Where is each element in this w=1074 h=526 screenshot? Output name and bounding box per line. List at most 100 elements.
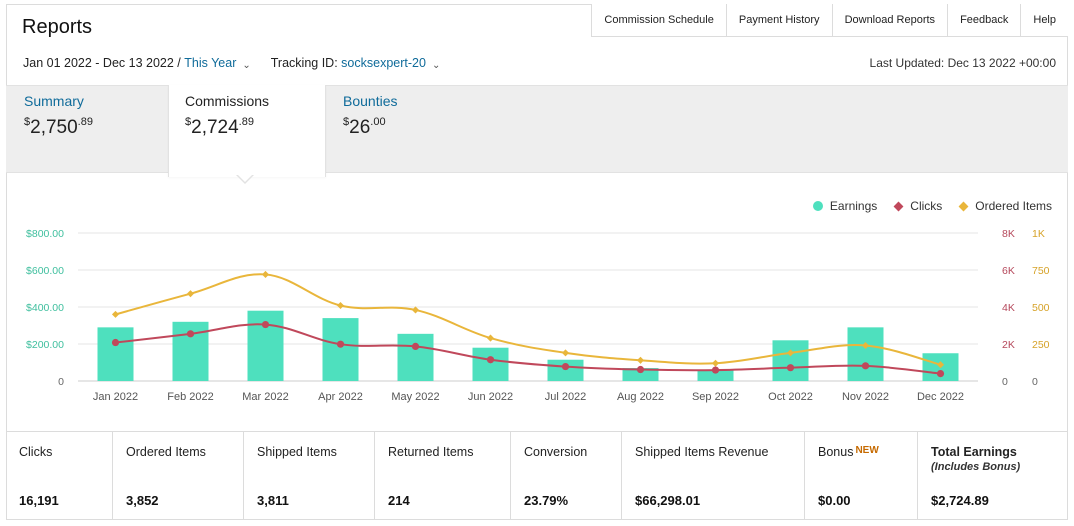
bar-earnings xyxy=(472,347,509,381)
tab-commissions-amount: $2,724.89 xyxy=(185,116,309,139)
stat-total-earnings: Total Earnings (Includes Bonus) $2,724.89 xyxy=(918,432,1068,520)
date-range-text: Jan 01 2022 - Dec 13 2022 / xyxy=(23,56,181,70)
stat-clicks: Clicks 16,191 xyxy=(6,432,113,520)
x-tick-label: Apr 2022 xyxy=(318,391,363,403)
point-clicks xyxy=(561,362,570,371)
y-right-inner-tick-label: 4K xyxy=(1002,302,1015,314)
stat-conversion: Conversion 23.79% xyxy=(511,432,622,520)
stat-sublabel: (Includes Bonus) xyxy=(931,461,1021,473)
point-ordered-items xyxy=(936,361,945,369)
payment-history-link[interactable]: Payment History xyxy=(727,4,833,36)
stat-label-text: Conversion xyxy=(524,445,588,459)
stat-label: Clicks xyxy=(19,445,112,459)
legend-clicks[interactable]: Clicks xyxy=(893,199,942,213)
point-ordered-items xyxy=(186,290,195,298)
bar-earnings xyxy=(772,340,809,381)
stats-bar: Clicks 16,191 Ordered Items 3,852 Shipped It… xyxy=(6,431,1068,520)
stat-label: Shipped Items xyxy=(257,445,374,459)
commission-schedule-link[interactable]: Commission Schedule xyxy=(592,4,727,36)
chart-legend: Earnings Clicks Ordered Items xyxy=(795,199,1052,213)
stat-label: Bonus NEW xyxy=(818,445,917,459)
line-ordered-items xyxy=(115,273,941,366)
y-left-tick-label: $400.00 xyxy=(26,302,64,314)
stat-label: Conversion xyxy=(524,445,621,459)
feedback-link[interactable]: Feedback xyxy=(948,4,1022,36)
legend-earnings[interactable]: Earnings xyxy=(812,199,877,213)
amount-whole: 26 xyxy=(349,117,371,138)
y-right-outer-tick-label: 0 xyxy=(1032,376,1038,388)
bar-earnings xyxy=(847,327,884,381)
point-clicks xyxy=(336,340,345,348)
stat-value: 214 xyxy=(388,493,410,508)
amount-cents: .00 xyxy=(370,116,386,128)
amount-cents: .89 xyxy=(77,116,93,128)
point-clicks xyxy=(861,362,870,370)
x-tick-label: Mar 2022 xyxy=(242,391,288,403)
point-ordered-items xyxy=(411,306,420,314)
tab-commissions-label: Commissions xyxy=(185,93,270,109)
x-tick-label: Nov 2022 xyxy=(842,391,889,403)
x-tick-label: Sep 2022 xyxy=(692,391,739,403)
tab-summary-label: Summary xyxy=(24,93,84,109)
point-clicks xyxy=(261,320,270,329)
period-label: This Year xyxy=(184,56,237,70)
point-ordered-items xyxy=(261,270,270,278)
amount-cents: .89 xyxy=(238,116,254,128)
stat-ordered-items: Ordered Items 3,852 xyxy=(113,432,244,520)
x-tick-label: Jun 2022 xyxy=(468,391,513,403)
y-right-outer-tick-label: 1K xyxy=(1032,228,1045,240)
stat-value: 3,811 xyxy=(257,493,289,508)
currency-symbol: $ xyxy=(185,116,192,128)
stat-value: 16,191 xyxy=(19,493,59,508)
stat-value: 23.79% xyxy=(524,493,569,508)
stat-label-text: Clicks xyxy=(19,445,53,459)
bar-earnings xyxy=(97,327,134,381)
last-updated: Last Updated: Dec 13 2022 +00:00 xyxy=(869,56,1056,70)
tab-summary-amount: $2,750.89 xyxy=(24,116,93,139)
point-clicks xyxy=(711,366,720,374)
point-clicks xyxy=(636,365,645,374)
top-links-bar: Commission Schedule Payment History Down… xyxy=(591,4,1068,37)
currency-symbol: $ xyxy=(24,116,31,128)
y-right-outer-tick-label: 500 xyxy=(1032,302,1050,314)
point-ordered-items xyxy=(486,334,495,342)
line-clicks xyxy=(115,323,941,375)
point-ordered-items xyxy=(336,301,345,310)
chevron-down-icon: ⌄ xyxy=(431,60,441,71)
stat-label-text: Shipped Items xyxy=(257,445,337,459)
new-badge: NEW xyxy=(855,445,879,456)
tracking-id-dropdown[interactable]: socksexpert-20 ⌄ xyxy=(341,56,441,71)
stat-label: Ordered Items xyxy=(126,445,243,459)
stat-shipped-items: Shipped Items 3,811 xyxy=(244,432,375,520)
stat-label-text: Shipped Items Revenue xyxy=(635,445,769,459)
clicks-swatch xyxy=(893,201,904,211)
y-right-inner-tick-label: 6K xyxy=(1002,265,1015,277)
point-clicks xyxy=(111,338,120,347)
stat-label: Total Earnings (Includes Bonus) xyxy=(931,445,1068,473)
point-clicks xyxy=(411,342,420,351)
x-tick-label: Jul 2022 xyxy=(545,391,587,403)
tab-commissions[interactable]: Commissions $2,724.89 xyxy=(168,85,326,177)
period-dropdown[interactable]: This Year ⌄ xyxy=(184,56,251,71)
stat-value: $2,724.89 xyxy=(931,493,989,508)
tab-bounties[interactable]: Bounties $26.00 xyxy=(327,85,413,175)
page-title: Reports xyxy=(22,16,93,38)
point-ordered-items xyxy=(786,349,795,357)
stat-returned-items: Returned Items 214 xyxy=(375,432,511,520)
y-right-inner-tick-label: 2K xyxy=(1002,339,1015,351)
tracking-id-label: Tracking ID: xyxy=(270,56,338,70)
y-right-inner-tick-label: 8K xyxy=(1002,228,1015,240)
stat-label-text: Ordered Items xyxy=(126,445,206,459)
filter-row: Jan 01 2022 - Dec 13 2022 / This Year ⌄ T… xyxy=(23,56,441,71)
y-right-inner-tick-label: 0 xyxy=(1002,376,1008,388)
bar-earnings xyxy=(547,359,584,381)
ordered-items-swatch xyxy=(958,201,969,211)
help-link[interactable]: Help xyxy=(1033,14,1056,26)
tab-summary[interactable]: Summary $2,750.89 xyxy=(8,85,109,175)
amount-whole: 2,724 xyxy=(191,117,239,138)
tabs-band xyxy=(6,85,1068,173)
tracking-id-value: socksexpert-20 xyxy=(341,56,426,70)
legend-ordered-items[interactable]: Ordered Items xyxy=(958,199,1052,213)
y-left-tick-label: $800.00 xyxy=(26,228,64,240)
download-reports-link[interactable]: Download Reports xyxy=(833,4,949,36)
